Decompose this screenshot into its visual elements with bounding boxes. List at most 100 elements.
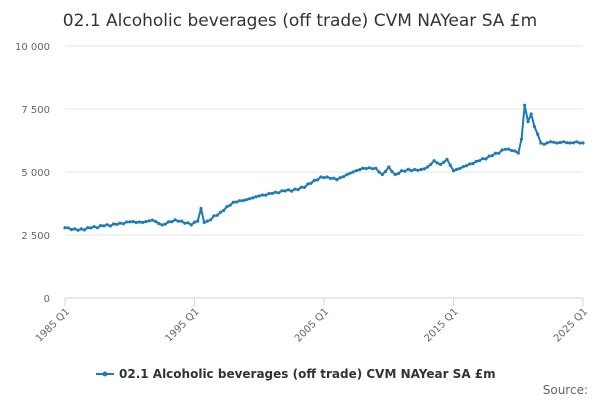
data-point[interactable] xyxy=(506,147,511,151)
data-point[interactable] xyxy=(322,176,326,180)
data-point[interactable] xyxy=(180,219,184,223)
data-point[interactable] xyxy=(578,141,582,145)
data-point[interactable] xyxy=(286,188,290,192)
data-point[interactable] xyxy=(348,171,352,175)
data-point[interactable] xyxy=(536,132,540,136)
data-point[interactable] xyxy=(419,167,423,172)
data-point[interactable] xyxy=(435,161,439,165)
data-point[interactable] xyxy=(477,159,481,163)
data-point[interactable] xyxy=(244,198,248,202)
data-point[interactable] xyxy=(516,151,520,155)
data-point[interactable] xyxy=(494,151,498,155)
data-point[interactable] xyxy=(222,208,226,213)
data-point[interactable] xyxy=(270,191,274,195)
data-point[interactable] xyxy=(124,220,129,224)
data-point[interactable] xyxy=(69,228,74,232)
data-point[interactable] xyxy=(163,222,167,226)
data-point[interactable] xyxy=(170,220,174,224)
data-point[interactable] xyxy=(555,141,559,145)
data-point[interactable] xyxy=(66,226,70,230)
data-point[interactable] xyxy=(380,172,384,177)
data-point[interactable] xyxy=(231,200,235,204)
data-point[interactable] xyxy=(471,162,475,166)
data-point[interactable] xyxy=(523,103,527,107)
data-point[interactable] xyxy=(105,223,109,227)
data-point[interactable] xyxy=(280,189,284,193)
data-point[interactable] xyxy=(383,169,388,174)
data-point[interactable] xyxy=(500,148,504,152)
data-point[interactable] xyxy=(451,169,456,173)
data-point[interactable] xyxy=(315,178,320,182)
data-point[interactable] xyxy=(235,200,239,204)
data-point[interactable] xyxy=(519,137,524,141)
series-line[interactable] xyxy=(64,104,583,232)
data-point[interactable] xyxy=(481,157,485,161)
data-point[interactable] xyxy=(283,189,287,193)
data-point[interactable] xyxy=(461,165,465,169)
data-point[interactable] xyxy=(422,167,426,171)
data-point[interactable] xyxy=(303,185,307,189)
data-point[interactable] xyxy=(264,193,268,197)
data-point[interactable] xyxy=(92,225,96,229)
data-point[interactable] xyxy=(574,140,579,144)
data-point[interactable] xyxy=(167,220,171,224)
data-point[interactable] xyxy=(89,226,93,230)
data-point[interactable] xyxy=(400,169,404,173)
data-point[interactable] xyxy=(134,220,138,225)
data-point[interactable] xyxy=(121,222,125,226)
data-point[interactable] xyxy=(277,191,281,195)
data-point[interactable] xyxy=(218,210,222,214)
data-point[interactable] xyxy=(484,157,488,161)
data-point[interactable] xyxy=(532,125,537,129)
data-point[interactable] xyxy=(144,220,148,224)
data-point[interactable] xyxy=(387,165,391,169)
data-point[interactable] xyxy=(351,170,355,174)
data-point[interactable] xyxy=(549,140,553,144)
data-point[interactable] xyxy=(354,169,358,173)
data-point[interactable] xyxy=(202,220,206,224)
data-point[interactable] xyxy=(293,187,297,191)
data-point[interactable] xyxy=(63,226,67,230)
data-point[interactable] xyxy=(526,120,530,124)
data-point[interactable] xyxy=(571,141,575,145)
data-point[interactable] xyxy=(335,178,339,182)
data-point[interactable] xyxy=(290,189,294,193)
data-point[interactable] xyxy=(345,173,349,177)
data-point[interactable] xyxy=(86,226,90,230)
data-point[interactable] xyxy=(154,219,158,224)
data-point[interactable] xyxy=(539,141,543,145)
data-point[interactable] xyxy=(332,176,336,180)
data-point[interactable] xyxy=(260,193,265,197)
data-point[interactable] xyxy=(189,223,193,227)
data-point[interactable] xyxy=(490,154,494,158)
data-point[interactable] xyxy=(367,166,371,170)
data-point[interactable] xyxy=(409,169,413,173)
data-point[interactable] xyxy=(147,219,151,223)
data-point[interactable] xyxy=(358,168,362,172)
data-point[interactable] xyxy=(257,194,261,198)
data-point[interactable] xyxy=(309,181,313,185)
data-point[interactable] xyxy=(199,206,203,211)
data-point[interactable] xyxy=(529,112,533,116)
data-point[interactable] xyxy=(426,165,430,169)
data-point[interactable] xyxy=(328,176,333,180)
data-point[interactable] xyxy=(99,224,103,228)
data-point[interactable] xyxy=(306,182,310,186)
data-point[interactable] xyxy=(241,199,245,203)
data-point[interactable] xyxy=(299,185,303,189)
data-point[interactable] xyxy=(474,159,478,163)
data-point[interactable] xyxy=(183,221,187,225)
data-point[interactable] xyxy=(131,220,135,224)
data-point[interactable] xyxy=(542,142,546,146)
data-point[interactable] xyxy=(439,162,443,166)
data-point[interactable] xyxy=(267,192,271,196)
data-point[interactable] xyxy=(416,168,420,172)
data-point[interactable] xyxy=(215,213,219,217)
data-point[interactable] xyxy=(364,167,368,171)
data-point[interactable] xyxy=(205,219,210,223)
data-point[interactable] xyxy=(442,160,446,164)
data-point[interactable] xyxy=(371,167,375,171)
data-point[interactable] xyxy=(393,172,397,177)
data-point[interactable] xyxy=(487,154,491,158)
data-point[interactable] xyxy=(403,169,407,173)
